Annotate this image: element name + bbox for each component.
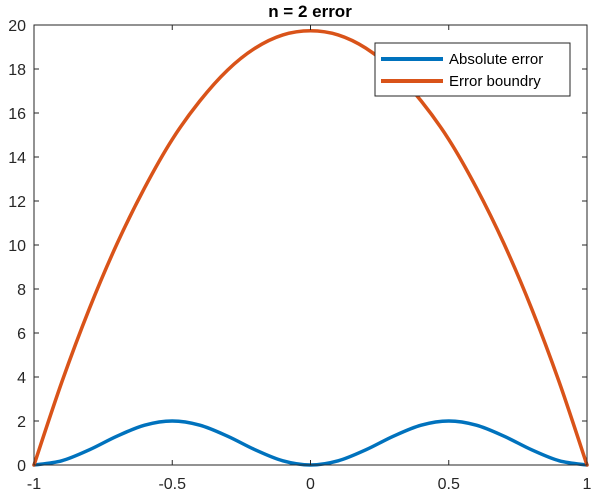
x-tick-label: -1 [27,476,41,493]
y-tick-label: 10 [8,238,26,255]
chart-title: n = 2 error [268,2,352,21]
x-tick-label: 1 [583,476,592,493]
x-tick-label: 0.5 [438,476,460,493]
x-tick-label: -0.5 [158,476,186,493]
y-tick-label: 6 [17,326,26,343]
y-tick-label: 8 [17,282,26,299]
y-tick-label: 4 [17,370,26,387]
plot-area [34,25,587,465]
y-tick-label: 0 [17,458,26,475]
legend: Absolute error Error boundry [374,42,571,97]
y-tick-label: 14 [8,150,26,167]
y-tick-label: 12 [8,194,26,211]
y-tick-label: 16 [8,106,26,123]
y-tick-label: 18 [8,62,26,79]
y-tick-label: 20 [8,18,26,35]
y-tick-label: 2 [17,414,26,431]
x-tick-label: 0 [306,476,315,493]
plot-background [34,25,587,465]
legend-label-2: Error boundry [449,73,541,90]
series-line-2 [32,28,589,467]
legend-box [374,42,571,97]
legend-label-1: Absolute error [449,51,543,68]
